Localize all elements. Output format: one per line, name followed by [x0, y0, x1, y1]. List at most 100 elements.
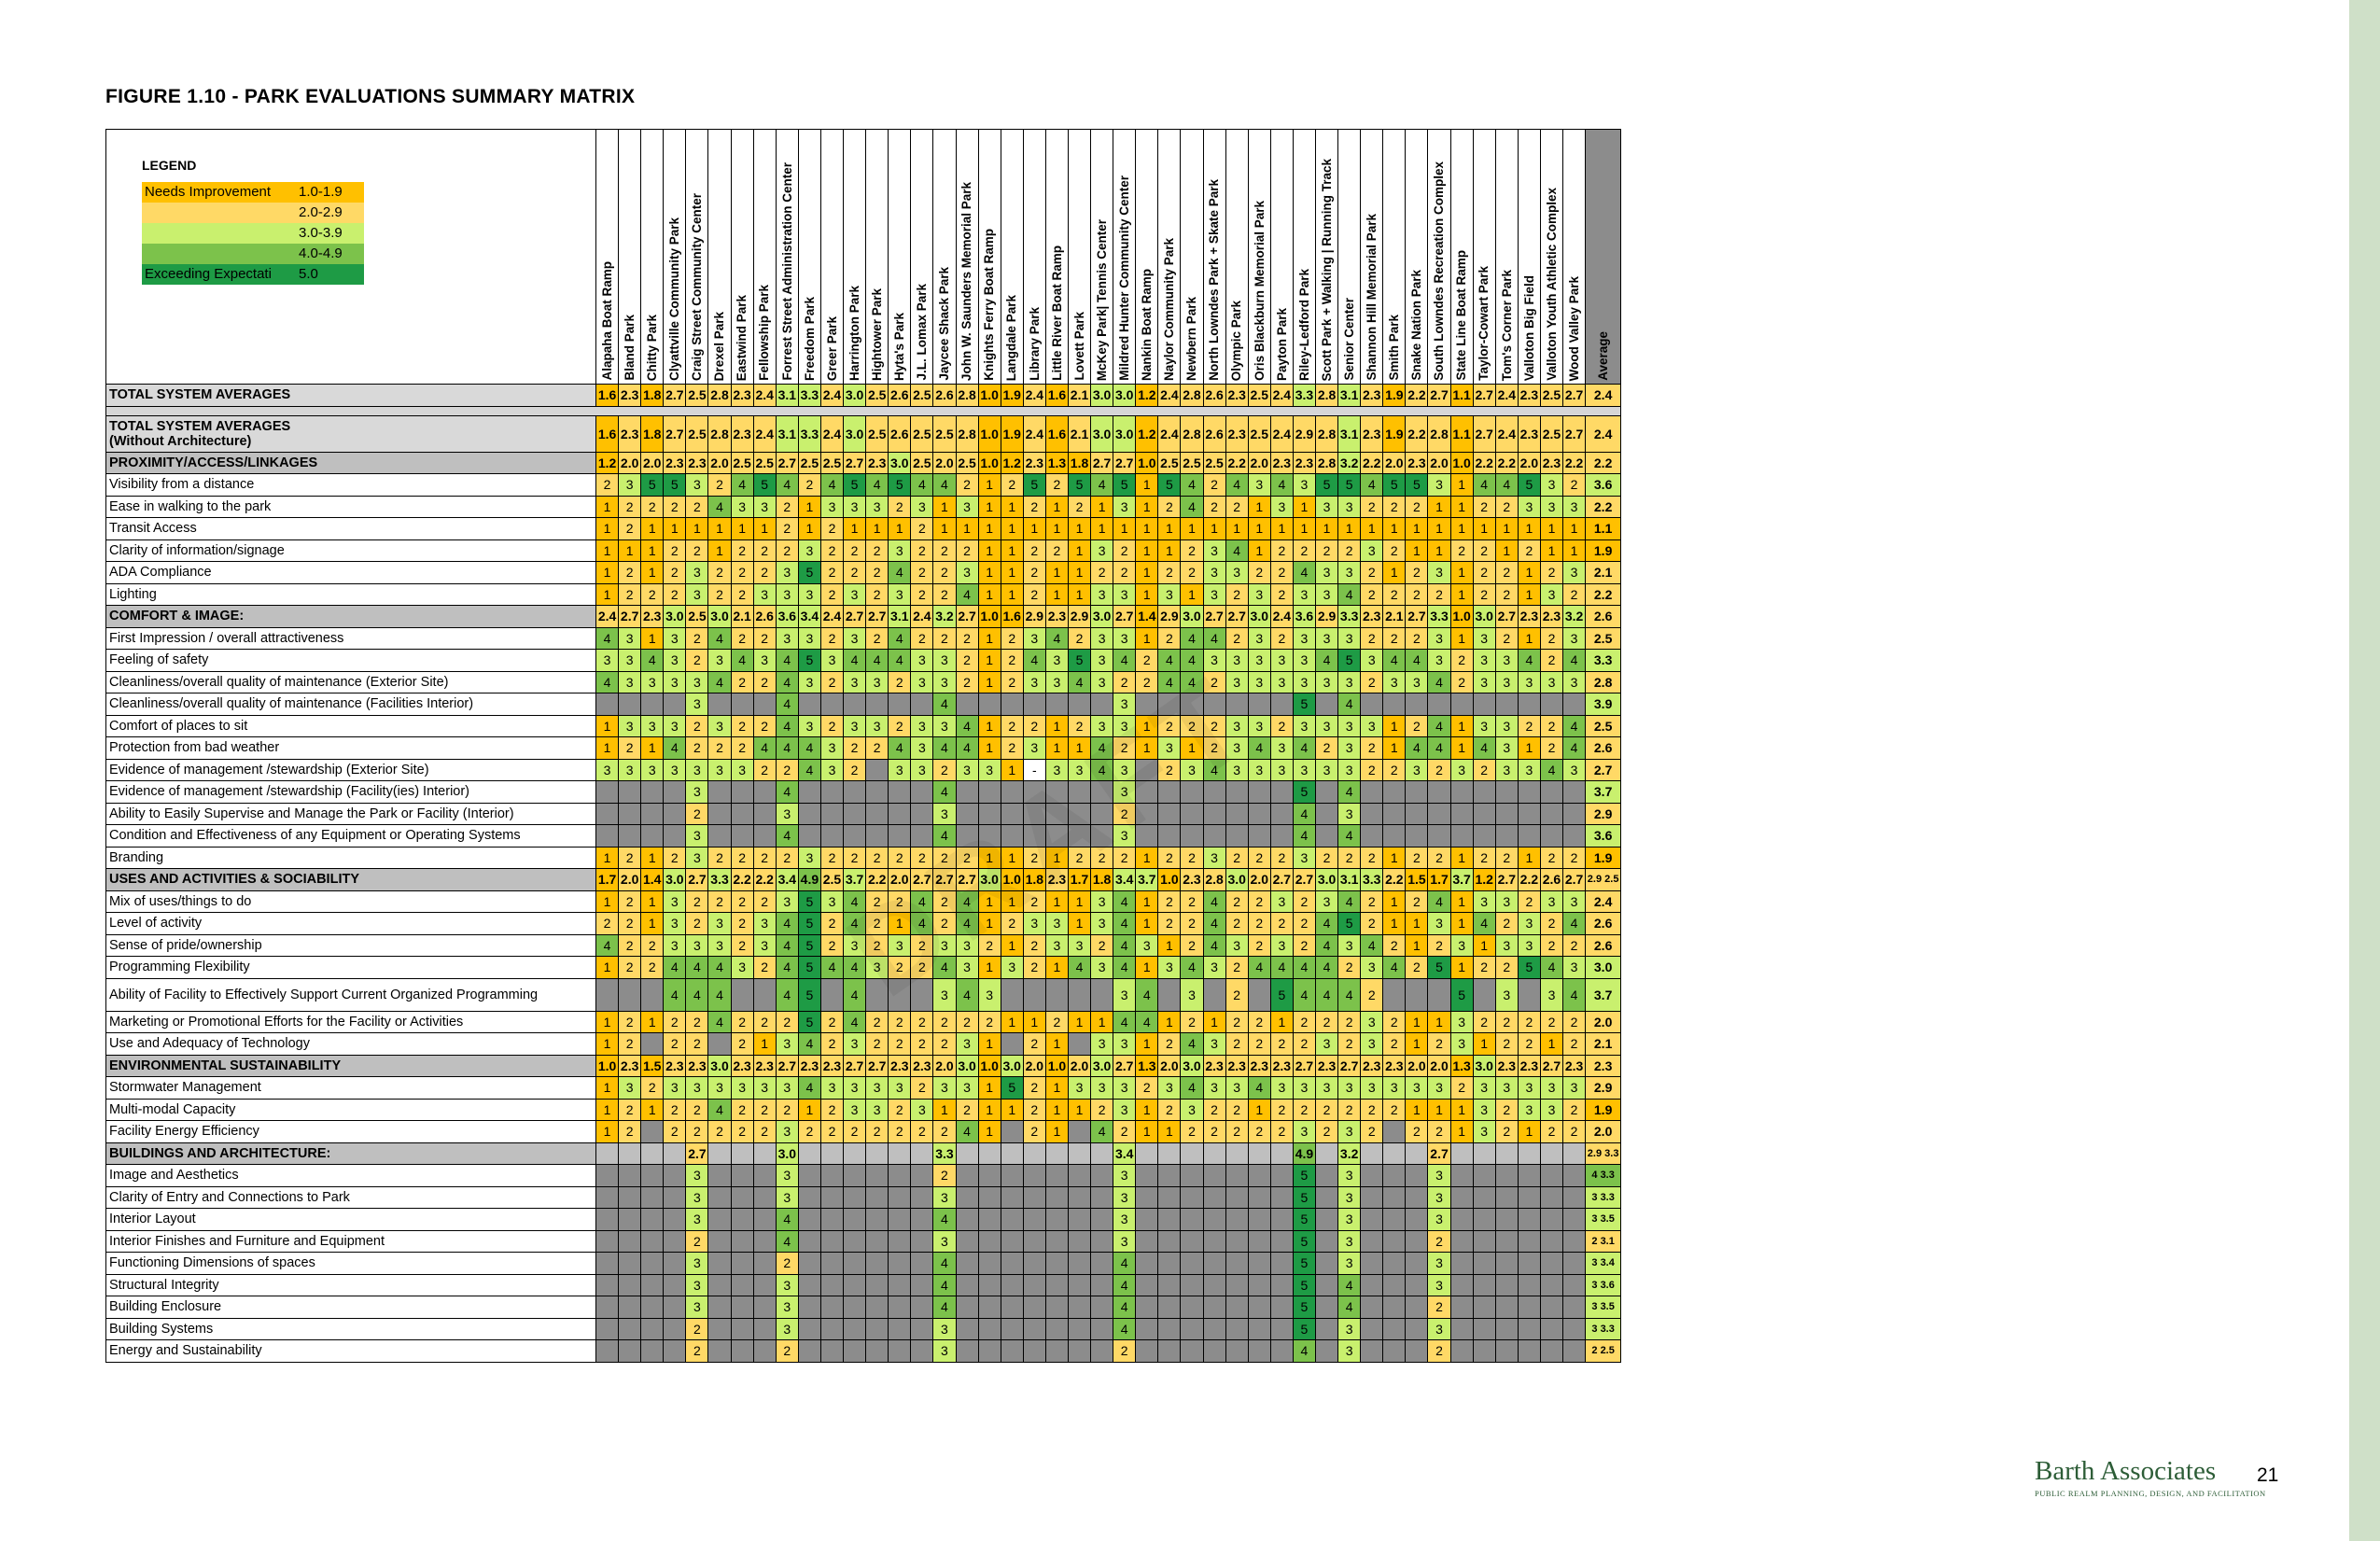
- score-cell: [1044, 1317, 1069, 1340]
- score-cell: 3: [1247, 758, 1271, 781]
- score-cell: [1044, 1185, 1069, 1209]
- park-name: Langdale Park: [1004, 294, 1019, 381]
- row-average-cell: 2.0: [1585, 1120, 1622, 1143]
- score-cell: 2: [932, 1120, 957, 1143]
- row-average-value: 2.6: [1593, 916, 1613, 932]
- row-label-text: Building Systems: [109, 1321, 214, 1337]
- score-cell: 2.6: [888, 384, 912, 407]
- score-cell: 2: [843, 736, 867, 760]
- score-cell: 2: [618, 561, 642, 584]
- score-cell: 2.3: [685, 1054, 709, 1077]
- score-cell: [1225, 1142, 1249, 1165]
- score-cell: [1449, 1164, 1474, 1187]
- score-cell: 3: [1113, 714, 1137, 737]
- score-cell: 3: [685, 693, 709, 716]
- score-cell: 2: [1180, 933, 1204, 957]
- score-cell: 2.3: [1360, 384, 1384, 407]
- score-cell: 3: [1562, 956, 1587, 979]
- score-cell: 1: [1405, 517, 1429, 540]
- score-cell: 1: [1539, 539, 1564, 562]
- score-cell: 2: [618, 1120, 642, 1143]
- score-cell: 4: [955, 977, 979, 1012]
- score-cell: 3: [1337, 802, 1362, 825]
- score-cell: 4: [640, 649, 665, 672]
- score-cell: 3: [1113, 1185, 1137, 1209]
- score-cell: 1: [1562, 539, 1587, 562]
- score-cell: 5: [1292, 1273, 1317, 1296]
- score-cell: 2: [1562, 473, 1587, 497]
- score-cell: 3.7: [1135, 868, 1159, 891]
- score-cell: 3: [775, 1296, 799, 1319]
- score-cell: 5: [1000, 1076, 1024, 1100]
- score-cell: 5: [1517, 473, 1541, 497]
- score-cell: 3: [1225, 561, 1249, 584]
- score-cell: 4: [775, 780, 799, 804]
- score-cell: 4: [1539, 758, 1564, 781]
- row-label-text: Evidence of management /stewardship (Fac…: [109, 784, 470, 800]
- score-cell: [752, 1164, 777, 1187]
- score-cell: [1225, 1252, 1249, 1275]
- score-cell: 1: [1135, 517, 1159, 540]
- score-cell: 1: [1449, 956, 1474, 979]
- score-cell: [977, 1142, 1001, 1165]
- score-cell: 2: [663, 539, 687, 562]
- score-cell: 2: [932, 539, 957, 562]
- score-cell: 3: [1180, 977, 1204, 1012]
- criteria-row: Protection from bad weather 1 2 1 4 2 2 2 4 4 4 3 2 2…: [105, 736, 1622, 760]
- score-cell: [1180, 1273, 1204, 1296]
- score-cell: [1090, 824, 1114, 848]
- score-cell: 3.0: [1113, 384, 1137, 407]
- score-cell: 2: [1314, 1120, 1339, 1143]
- row-average-value: 2.6: [1593, 740, 1613, 756]
- score-cell: 3: [1113, 977, 1137, 1012]
- score-cell: 3: [1247, 626, 1271, 650]
- score-cell: 3: [1135, 933, 1159, 957]
- score-cell: 1: [1382, 912, 1407, 935]
- score-cell: 3: [1022, 736, 1046, 760]
- score-cell: [1472, 1185, 1496, 1209]
- score-cell: 1: [663, 517, 687, 540]
- score-cell: 2.9: [1022, 605, 1046, 628]
- score-cell: [1517, 1273, 1541, 1296]
- score-cell: 1: [595, 582, 620, 606]
- score-cell: [1157, 1208, 1182, 1231]
- score-cell: 2.0: [932, 451, 957, 474]
- row-average-value: 3.7: [1593, 987, 1613, 1002]
- score-cell: [1427, 780, 1451, 804]
- score-cell: [1247, 824, 1271, 848]
- score-cell: [1517, 1252, 1541, 1275]
- score-cell: 3: [1517, 933, 1541, 957]
- score-cell: 1: [1000, 582, 1024, 606]
- score-cell: 3: [1562, 670, 1587, 693]
- score-cell: 2: [955, 626, 979, 650]
- score-cell: [1225, 1339, 1249, 1363]
- score-cell: 3: [1427, 473, 1451, 497]
- criteria-row: Cleanliness/overall quality of maintenan…: [105, 670, 1622, 693]
- score-cell: 2: [685, 890, 709, 913]
- score-cell: 1: [977, 1076, 1001, 1100]
- score-cell: 2: [865, 626, 889, 650]
- score-cell: 2: [1314, 539, 1339, 562]
- score-cell: [1247, 1317, 1271, 1340]
- score-cell: [1269, 1252, 1294, 1275]
- score-cell: 1: [1405, 1032, 1429, 1056]
- score-cell: 2.4: [752, 414, 777, 453]
- row-label-text: Visibility from a distance: [109, 477, 255, 493]
- score-cell: 3.0: [1314, 868, 1339, 891]
- park-header: Forrest Street Administration Center: [775, 129, 799, 385]
- score-cell: [797, 693, 821, 716]
- score-cell: 1: [1135, 890, 1159, 913]
- criteria-row: Transit Access 1 2 1 1 1 1 1 1 2 1 2 1 1 1 2 1 1 1 1 1 1 1 1 1 1 1…: [105, 517, 1622, 540]
- score-cell: 2.3: [685, 451, 709, 474]
- score-cell: 3: [775, 1317, 799, 1340]
- score-cell: 4: [819, 956, 845, 979]
- score-cell: [1225, 1273, 1249, 1296]
- score-cell: 4: [865, 473, 889, 497]
- score-cell: 2: [1360, 582, 1384, 606]
- score-cell: [730, 1164, 754, 1187]
- criteria-row: Ability to Easily Supervise and Manage t…: [105, 802, 1622, 825]
- score-cell: [752, 977, 777, 1012]
- score-cell: [707, 824, 732, 848]
- score-cell: 3.3: [797, 414, 821, 453]
- score-cell: 4: [1314, 649, 1339, 672]
